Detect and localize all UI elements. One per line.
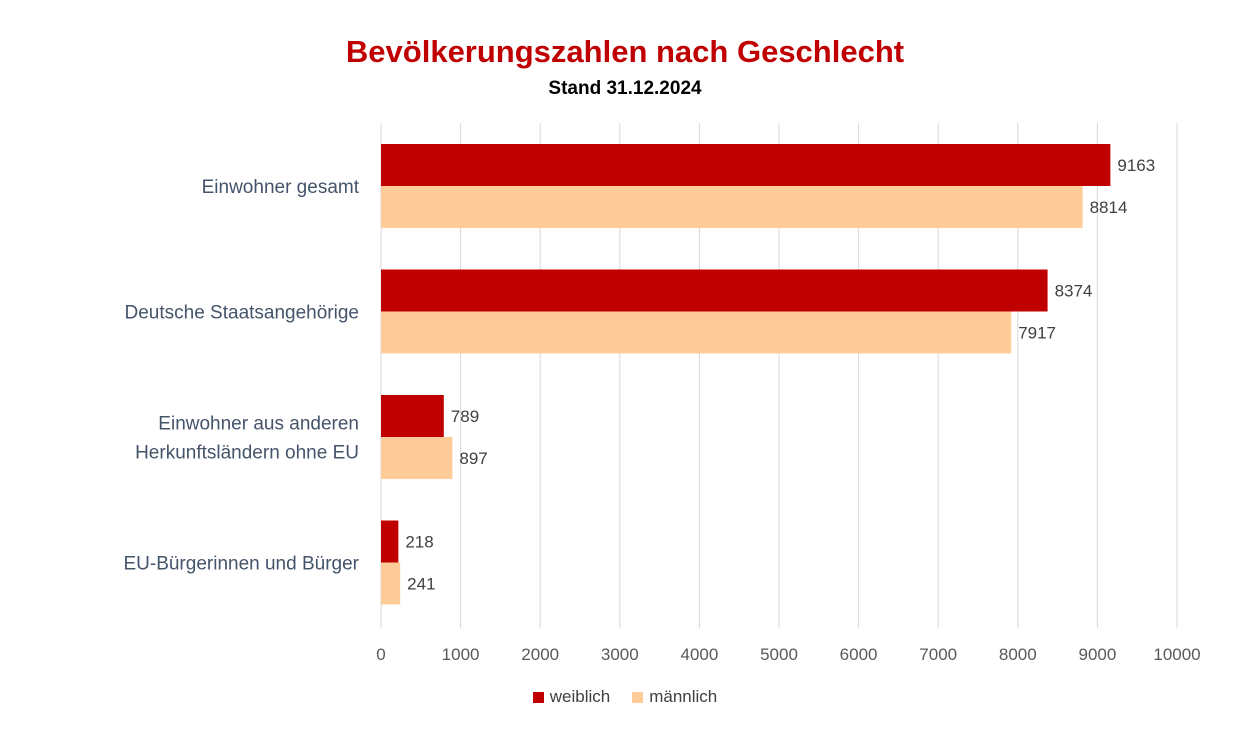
data-label: 7917 <box>1018 324 1056 343</box>
category-label: Einwohner aus anderen <box>158 414 359 435</box>
legend-swatch-maennlich <box>632 691 644 703</box>
legend-item-weiblich: weiblich <box>532 687 611 707</box>
x-tick-label: 2000 <box>521 645 559 664</box>
bar-maennlich <box>381 562 401 605</box>
category-label: EU-Bürgerinnen und Bürger <box>123 554 359 575</box>
data-label: 9163 <box>1117 156 1155 175</box>
legend-label-weiblich: weiblich <box>549 687 611 706</box>
bar-weiblich <box>381 269 1048 312</box>
x-tick-label: 7000 <box>919 645 957 664</box>
category-label: Deutsche Staatsangehörige <box>125 303 360 324</box>
x-tick-label: 3000 <box>601 645 639 664</box>
chart-title: Bevölkerungszahlen nach Geschlecht <box>345 34 905 69</box>
legend-item-maennlich: männlich <box>632 687 717 707</box>
x-tick-label: 0 <box>376 645 385 664</box>
x-tick-label: 6000 <box>840 645 878 664</box>
bar-weiblich <box>381 520 399 563</box>
data-label: 218 <box>405 533 433 552</box>
x-tick-label: 8000 <box>999 645 1037 664</box>
legend: weiblich männlich <box>0 687 1250 707</box>
data-label: 8374 <box>1055 282 1093 301</box>
x-tick-label: 5000 <box>760 645 798 664</box>
data-label: 789 <box>451 407 479 426</box>
bar-maennlich <box>381 186 1083 228</box>
chart-subtitle: Stand 31.12.2024 <box>548 78 702 99</box>
bar-maennlich <box>381 311 1012 354</box>
category-label: Einwohner gesamt <box>202 177 360 198</box>
legend-swatch-weiblich <box>532 691 544 703</box>
bar-weiblich <box>381 395 444 437</box>
legend-label-maennlich: männlich <box>649 687 718 706</box>
x-tick-label: 1000 <box>442 645 480 664</box>
x-tick-label: 9000 <box>1078 645 1116 664</box>
x-tick-label: 4000 <box>680 645 718 664</box>
x-tick-label: 10000 <box>1153 645 1200 664</box>
data-label: 8814 <box>1090 198 1128 217</box>
data-label: 241 <box>407 575 435 594</box>
bar-maennlich <box>381 437 453 479</box>
data-label: 897 <box>459 449 487 468</box>
bar-weiblich <box>381 144 1111 186</box>
category-label: Herkunftsländern ohne EU <box>135 443 359 464</box>
